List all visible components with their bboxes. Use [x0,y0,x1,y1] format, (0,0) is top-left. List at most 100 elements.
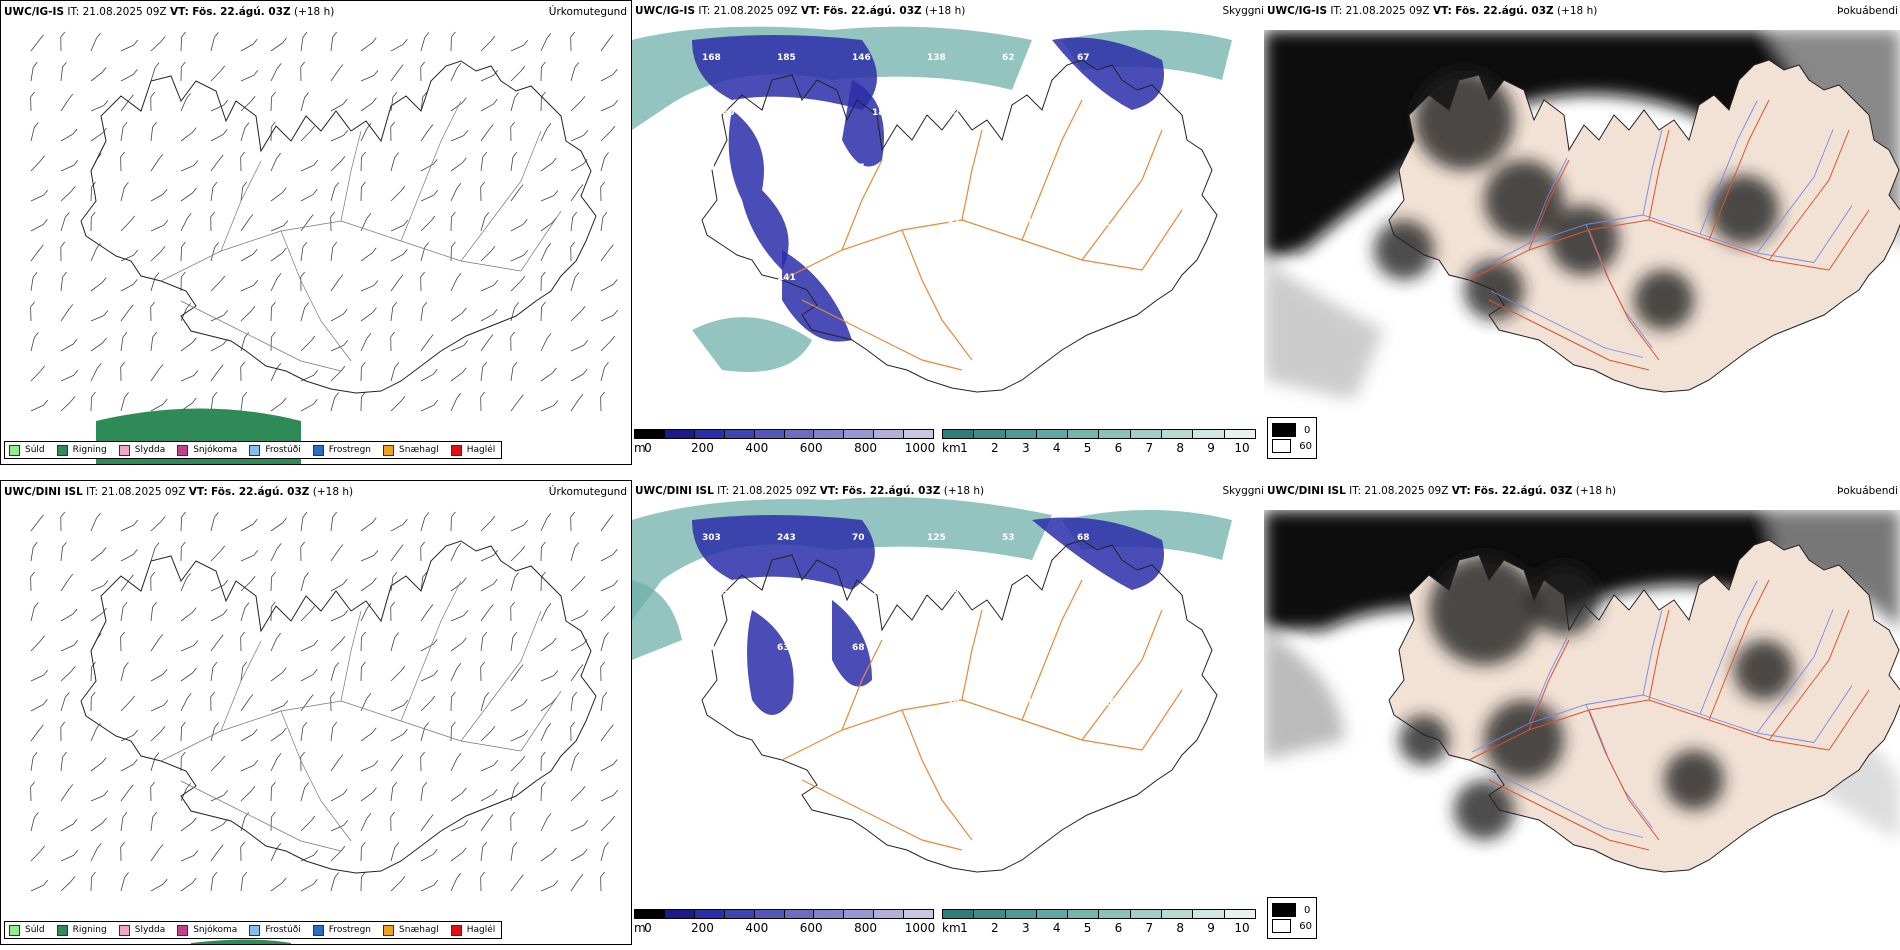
colorbar-segment [814,910,845,918]
lead-time: (+18 h) [1575,485,1617,497]
colorbar-segment [724,430,755,438]
ceiling-area [842,80,884,167]
visibility-colorbar: km 1 2 3 4 5 6 7 8 9 10 [942,429,1256,459]
model-name: UWC/IG-IS [1267,5,1328,17]
fog-legend-row: 0 [1272,423,1312,437]
it-value: 21.08.2025 09Z [1345,5,1430,17]
ceiling-map: 303 243 70 125 53 68 516 105 78 63 71 65 90 63 68 72 79 9… [632,497,1232,873]
colorbar-segment [974,910,1006,918]
fog-panel: UWC/DINI ISL IT: 21.08.2025 09Z VT: Fös.… [1264,480,1900,945]
legend-swatch [56,924,68,936]
ceiling-value-label: 71 [1022,588,1035,598]
legend-swatch [312,444,324,456]
precip-legend: Súld Rigning Slydda Snjókoma Frostúði Frostre… [4,441,503,459]
legend-item: Frostregn [312,924,372,936]
colorbar-segment [754,910,785,918]
ceiling-visibility-panel: 168 185 146 138 62 67 60 60 181 92 68 72 59 64 57 60 79 7… [632,0,1264,465]
rivers [160,580,562,852]
colorbar-segment [904,430,934,438]
fog-blob [1454,780,1514,840]
colorbar-segment [635,910,665,918]
header: UWC/DINI ISL IT: 21.08.2025 09Z VT: Fös.… [4,486,353,498]
header: UWC/IG-IS IT: 21.08.2025 09Z VT: Fös. 22… [1267,5,1597,17]
legend-label: Slydda [134,445,166,455]
precip-map [30,511,619,944]
iceland-outline [80,60,597,394]
legend-swatch [249,924,261,936]
vt-label: VT: [169,6,189,18]
it-value: 21.08.2025 09Z [732,485,817,497]
fog-blob [1734,640,1794,700]
colorbar-segment [1068,430,1100,438]
legend-swatch [249,444,261,456]
colorbar-segment [1036,910,1069,918]
fog-blob [1484,700,1564,780]
ceiling-value-label: 141 [777,273,796,283]
fog-legend-label: 0 [1304,424,1311,436]
legend-label: Frostregn [328,445,372,455]
roads [781,99,1183,371]
ceiling-area [832,600,872,687]
colorbar-segment [635,430,665,438]
colorbar-tick-label: 8 [1176,441,1185,455]
fog-blob [1374,220,1434,280]
ceiling-value-label: 68 [1022,108,1035,118]
colorbar-tick-label: 4 [1052,921,1061,935]
wind-barb-lines [30,31,619,412]
colorbar-tick-label: 800 [854,441,878,455]
legend-swatch [118,444,130,456]
ceiling-value-label: 79 [1002,643,1015,653]
legend-swatch [118,924,130,936]
it-value: 21.08.2025 09Z [82,6,167,18]
ceiling-value-label: 60 [797,108,810,118]
colorbar-tick-label: 10 [1234,921,1250,935]
colorbar-segment [904,910,934,918]
colorbar-segment [1224,910,1255,918]
ceiling-value-label: 67 [1077,53,1090,63]
ceiling-value-label: 89 [797,698,810,708]
ceiling-value-label: 70 [852,533,865,543]
fog-map [1264,0,1900,465]
fog-blob [1664,750,1724,810]
roads [781,579,1183,851]
it-label: IT: [1330,5,1343,17]
it-label: IT: [717,485,730,497]
ceiling-value-label: 63 [947,588,960,598]
model-name: UWC/IG-IS [635,5,696,17]
ceiling-value-label: 60 [927,163,940,173]
colorbar-tick-label: 3 [1021,921,1030,935]
legend-label: Haglél [466,925,496,935]
colorbar-unit: m [634,441,646,455]
colorbar-tick-label: 3 [1021,441,1030,455]
wind-barbs [30,31,619,412]
colorbar-segment [1099,910,1131,918]
fog-legend-row: 60 [1272,919,1312,933]
lead-time: (+18 h) [943,485,985,497]
colorbar-tick-label: 7 [1145,921,1154,935]
ceiling-value-label: 138 [927,53,946,63]
it-label: IT: [698,5,711,17]
ceiling-value-label: 78 [872,588,885,598]
colorbar-segment [754,430,785,438]
colorbar-segment [1193,430,1225,438]
panel-title: Þokuábendi [1837,485,1898,497]
legend-label: Snjókoma [193,925,238,935]
visibility-area [632,580,682,660]
fog-blob [1634,270,1694,330]
legend-swatch [9,924,20,936]
ceiling-value-label: 181 [872,108,891,118]
colorbar-tick-label: 1000 [904,921,936,935]
legend-swatch [9,444,20,456]
ceiling-colorbar: m 0 200 400 600 800 1000 [634,909,936,939]
colorbar-segment [974,430,1006,438]
lead-time: (+18 h) [924,5,966,17]
legend-label: Frostregn [328,925,372,935]
it-value: 21.08.2025 09Z [1364,485,1449,497]
ceiling-value-label: 65 [1097,588,1110,598]
colorbar-segment [844,910,875,918]
header: UWC/DINI ISL IT: 21.08.2025 09Z VT: Fös.… [635,485,984,497]
ceiling-value-label: 62 [1002,53,1015,63]
legend-item: Rigning [56,924,107,936]
panel-title: Úrkomutegund [548,6,627,18]
visibility-colorbar: km 1 2 3 4 5 6 7 8 9 10 [942,909,1256,939]
